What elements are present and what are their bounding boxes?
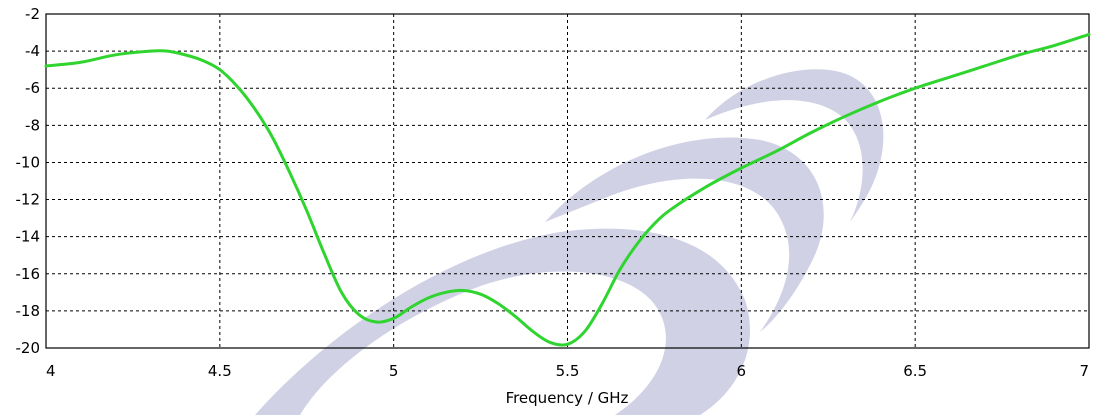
- y-tick-label: -16: [16, 265, 41, 283]
- x-tick-label: 5: [389, 362, 399, 380]
- y-tick-label: -12: [16, 191, 41, 209]
- y-tick-label: -18: [16, 302, 41, 320]
- x-tick-label: 6.5: [903, 362, 927, 380]
- plot-frame: [45, 13, 1090, 349]
- watermark-swoosh-large: [255, 228, 750, 415]
- x-tick-label: 7: [1079, 362, 1089, 380]
- y-tick-label: -10: [16, 153, 41, 171]
- series-line-0: [44, 32, 1091, 347]
- y-tick-label: -8: [25, 116, 40, 134]
- watermark-swoosh-middle: [545, 137, 824, 332]
- x-tick-label: 4: [46, 362, 56, 380]
- x-axis-label: Frequency / GHz: [506, 389, 629, 407]
- y-tick-label: -20: [16, 339, 41, 357]
- y-tick-label: -14: [16, 228, 41, 246]
- watermark-swoosh-small: [705, 69, 884, 222]
- grid: [46, 14, 1089, 348]
- x-tick-label: 6: [737, 362, 747, 380]
- tick-labels: 4 4.5 5 5.5 6 6.5 7 -2 -4 -6 -8 -10 -12 -14 -16 -18 -20: [16, 5, 1090, 380]
- y-tick-label: -6: [25, 79, 40, 97]
- y-tick-label: -2: [25, 5, 40, 23]
- x-tick-label: 4.5: [208, 362, 232, 380]
- y-tick-label: -4: [25, 42, 40, 60]
- x-tick-label: 5.5: [556, 362, 580, 380]
- watermark-logo: [255, 69, 884, 415]
- series-layer: [44, 32, 1091, 347]
